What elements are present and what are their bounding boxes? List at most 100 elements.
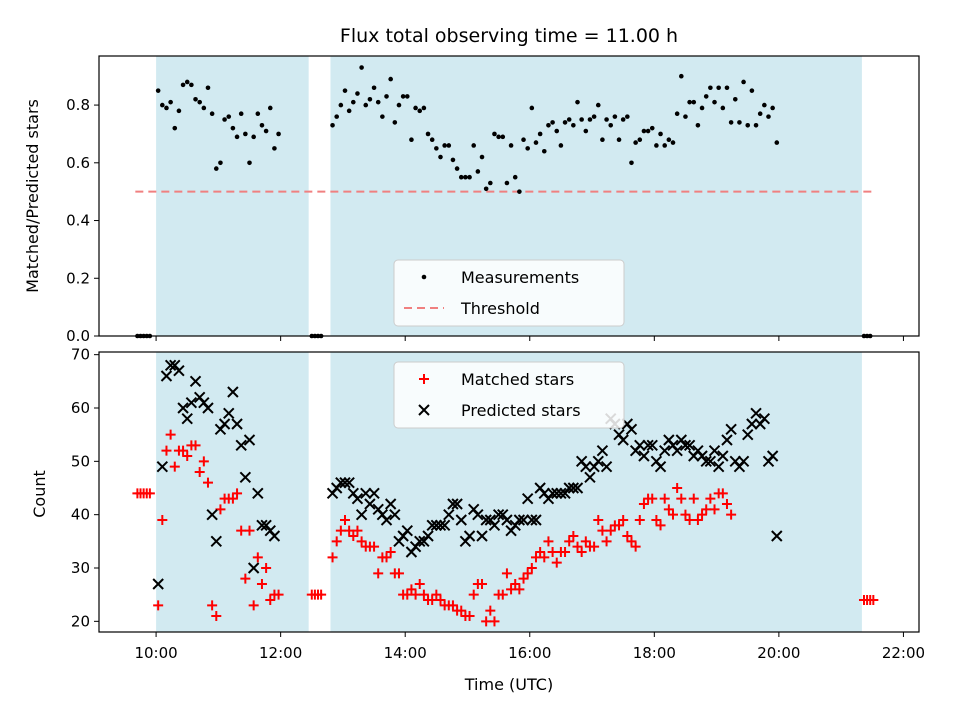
measurement-point [446, 143, 452, 148]
predicted-stars-point [658, 444, 671, 457]
matched-stars-point [316, 589, 327, 600]
measurement-point [355, 91, 360, 96]
matched-stars-point [526, 563, 537, 573]
predicted-stars-point [351, 492, 364, 505]
predicted-stars-point [335, 476, 347, 489]
measurement-point [732, 96, 738, 102]
measurement-point [579, 117, 584, 122]
matched-stars-point [456, 605, 467, 616]
matched-stars-point [327, 552, 338, 563]
measurement-point [620, 117, 626, 122]
measurement-point [720, 105, 726, 111]
measurement-point [633, 140, 638, 145]
measurement-point [458, 174, 464, 180]
predicted-stars-point [443, 508, 455, 521]
measurement-point [367, 96, 373, 102]
measurement-point [670, 140, 676, 145]
measurement-point [425, 131, 431, 137]
measurement-point [197, 99, 202, 105]
matched-stars-point [464, 611, 475, 621]
matched-stars-point [256, 579, 267, 589]
measurement-point [703, 94, 709, 99]
predicted-stars-point [185, 396, 198, 409]
predicted-stars-point [492, 508, 505, 521]
matched-stars-point [638, 499, 649, 509]
matched-stars-point [721, 499, 732, 509]
measurement-point [209, 111, 215, 117]
matched-stars-point [369, 541, 380, 552]
predicted-stars-point [173, 364, 185, 377]
measurement-point [695, 122, 701, 128]
measurement-point [762, 102, 767, 108]
predicted-stars-point [721, 434, 733, 446]
measurement-point [193, 96, 198, 102]
y-tick-label: 60 [71, 399, 90, 417]
legend-label: Threshold [460, 299, 540, 318]
measurement-point [334, 114, 339, 119]
matched-stars-point [435, 595, 446, 605]
predicted-stars-point [384, 498, 397, 510]
y-tick-label: 50 [71, 452, 90, 470]
measurement-point [404, 94, 410, 99]
measurement-point [218, 160, 223, 166]
x-tick-label: 12:00 [259, 644, 302, 662]
measurement-point [591, 114, 597, 119]
measurement-point [388, 76, 393, 82]
predicted-stars-point [596, 444, 609, 457]
measurement-point [521, 137, 526, 143]
matched-stars-point [497, 589, 508, 600]
measurement-point [641, 128, 647, 134]
measurement-point [375, 99, 381, 105]
matched-stars-point [580, 536, 591, 547]
measurement-point [160, 102, 165, 108]
measurement-point [508, 143, 514, 148]
predicted-stars-point [472, 508, 484, 521]
matched-stars-point [576, 547, 587, 557]
legend-marker-matched [419, 374, 429, 384]
measurement-point [346, 108, 352, 114]
predicted-stars-point [380, 514, 393, 526]
top-legend: Measurements Threshold [393, 259, 625, 327]
measurement-point [492, 131, 497, 137]
y-tick-label: 0.4 [66, 212, 90, 230]
predicted-stars-point [368, 487, 380, 500]
measurement-point [243, 131, 248, 137]
measurement-point [454, 166, 460, 171]
matched-stars-point [489, 616, 500, 627]
y-tick-label: 20 [71, 612, 90, 630]
measurement-point [716, 85, 721, 91]
predicted-stars-point [231, 418, 243, 430]
matched-stars-point [331, 536, 342, 547]
predicted-stars-point [355, 508, 368, 521]
measurement-point [600, 137, 605, 143]
measurement-point [371, 85, 377, 91]
measurement-point [541, 148, 547, 154]
predicted-stars-point [600, 460, 613, 473]
predicted-stars-point [592, 455, 604, 468]
matched-stars-point [144, 488, 155, 499]
predicted-stars-point [438, 519, 451, 532]
measurement-point [554, 128, 560, 134]
matched-stars-point [522, 568, 533, 579]
matched-stars-point [356, 536, 367, 547]
matched-stars-point [261, 563, 272, 573]
matched-stars-point [634, 515, 645, 525]
predicted-stars-point [160, 370, 173, 382]
measurement-point [176, 108, 182, 114]
measurement-point [666, 137, 672, 143]
predicted-stars-point [488, 519, 501, 532]
matched-stars-point [868, 595, 879, 605]
matched-stars-point [572, 541, 583, 552]
measurement-point [438, 154, 443, 160]
measurement-point [184, 79, 190, 85]
measurement-point [155, 88, 161, 93]
matched-stars-point [676, 493, 687, 504]
matched-stars-point [672, 483, 683, 493]
matched-stars-point [655, 520, 666, 531]
measurement-point [649, 125, 655, 131]
matched-stars-point [348, 531, 359, 541]
legend-label: Predicted stars [461, 401, 581, 420]
measurement-point [488, 180, 493, 186]
predicted-stars-point [766, 450, 779, 462]
